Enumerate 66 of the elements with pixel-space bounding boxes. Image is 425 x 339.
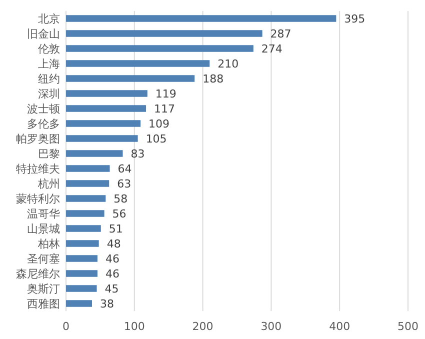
bar [66, 285, 97, 292]
data-label: 48 [106, 238, 121, 250]
y-tick-label: 纽约 [38, 72, 60, 86]
bar [66, 210, 104, 217]
data-label: 109 [148, 118, 170, 130]
bar [66, 120, 141, 127]
y-tick-label: 特拉维夫 [16, 162, 60, 176]
bar [66, 135, 138, 142]
y-tick-label: 杭州 [37, 178, 60, 190]
data-label: 38 [100, 298, 114, 310]
bar [66, 225, 101, 232]
data-label: 64 [118, 162, 132, 176]
bar [66, 60, 210, 67]
y-tick-label: 柏林 [37, 238, 60, 250]
data-label: 56 [112, 208, 126, 220]
y-tick-label: 西雅图 [27, 298, 60, 310]
bar [66, 240, 99, 247]
y-tick-label: 帕罗奥图 [16, 132, 60, 146]
data-label: 46 [105, 268, 120, 280]
bar [66, 45, 254, 52]
data-label: 63 [117, 178, 132, 190]
bar [66, 15, 336, 22]
bar [66, 180, 110, 187]
y-tick-label: 奥斯汀 [27, 282, 60, 296]
y-tick-label: 圣何塞 [27, 252, 60, 266]
y-tick-label: 旧金山 [27, 28, 60, 40]
y-tick-label: 北京 [38, 12, 60, 26]
y-tick-label: 上海 [38, 58, 60, 70]
bar [66, 195, 106, 202]
bar [66, 105, 146, 112]
data-label: 105 [146, 132, 167, 146]
data-label: 274 [261, 42, 282, 56]
data-label: 58 [114, 192, 128, 206]
bar [66, 165, 110, 172]
y-tick-label: 深圳 [38, 88, 60, 100]
x-tick-label: 300 [260, 320, 282, 333]
y-tick-label: 山景城 [27, 222, 60, 236]
x-tick-label: 200 [192, 320, 214, 333]
y-tick-label: 森尼维尔 [16, 268, 60, 280]
y-tick-label: 波士顿 [27, 102, 60, 116]
bar [66, 270, 98, 277]
data-label: 51 [108, 222, 123, 236]
data-label: 395 [344, 12, 366, 26]
x-tick-label: 500 [398, 320, 418, 333]
data-label: 117 [154, 102, 176, 116]
data-label: 83 [130, 148, 145, 160]
y-tick-label: 温哥华 [27, 208, 60, 220]
data-label: 119 [155, 88, 176, 100]
x-tick-label: 0 [62, 320, 70, 333]
bar [66, 90, 148, 97]
y-tick-label: 多伦多 [27, 118, 60, 130]
y-tick-label: 巴黎 [38, 148, 60, 160]
data-label: 287 [270, 28, 292, 40]
data-label: 210 [218, 58, 239, 70]
x-tick-label: 400 [329, 320, 350, 333]
bar [66, 255, 98, 262]
data-label: 188 [202, 72, 224, 86]
bar [66, 150, 123, 157]
data-label: 45 [104, 282, 119, 296]
y-tick-label: 伦敦 [38, 42, 60, 56]
bar [66, 300, 92, 307]
x-tick-label: 100 [124, 320, 145, 333]
y-tick-label: 蒙特利尔 [16, 192, 60, 206]
data-label: 46 [105, 252, 120, 266]
bar [66, 30, 262, 37]
bar [66, 75, 195, 82]
